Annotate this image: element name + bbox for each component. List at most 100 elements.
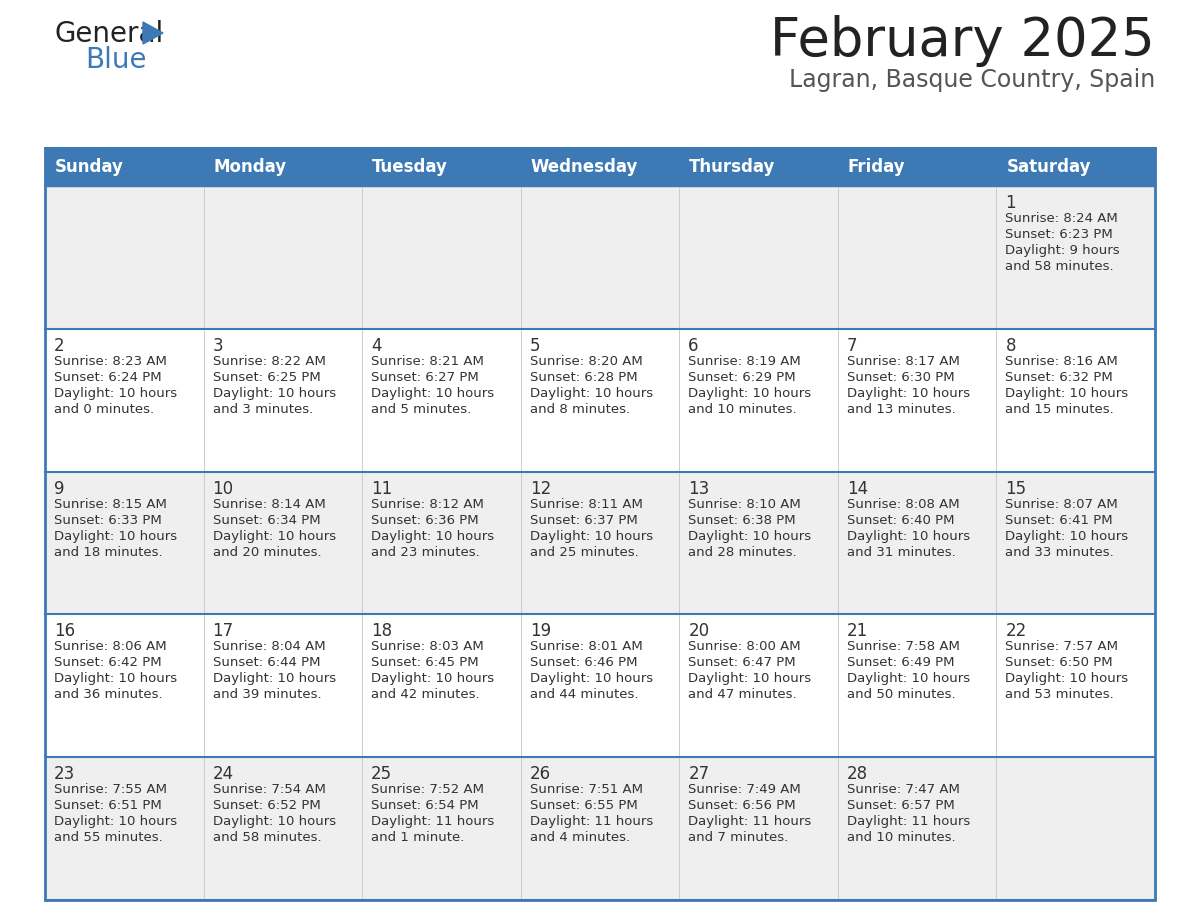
Text: 14: 14 [847,479,868,498]
Text: and 53 minutes.: and 53 minutes. [1005,688,1114,701]
Text: 22: 22 [1005,622,1026,641]
Text: Sunset: 6:54 PM: Sunset: 6:54 PM [371,800,479,812]
Text: 24: 24 [213,766,234,783]
Text: Sunrise: 7:55 AM: Sunrise: 7:55 AM [53,783,168,796]
Text: Daylight: 11 hours: Daylight: 11 hours [847,815,971,828]
Text: Sunrise: 8:00 AM: Sunrise: 8:00 AM [688,641,801,654]
Text: Daylight: 11 hours: Daylight: 11 hours [371,815,494,828]
Text: Daylight: 10 hours: Daylight: 10 hours [371,672,494,686]
Text: Sunrise: 8:04 AM: Sunrise: 8:04 AM [213,641,326,654]
Text: Sunset: 6:25 PM: Sunset: 6:25 PM [213,371,321,384]
Text: 8: 8 [1005,337,1016,354]
Text: and 25 minutes.: and 25 minutes. [530,545,638,558]
Text: Sunset: 6:38 PM: Sunset: 6:38 PM [688,513,796,527]
Text: Sunset: 6:55 PM: Sunset: 6:55 PM [530,800,638,812]
Text: Sunrise: 8:01 AM: Sunrise: 8:01 AM [530,641,643,654]
Text: Saturday: Saturday [1006,158,1091,176]
Text: 2: 2 [53,337,64,354]
Text: Sunset: 6:37 PM: Sunset: 6:37 PM [530,513,638,527]
Text: Daylight: 10 hours: Daylight: 10 hours [1005,386,1129,400]
Text: and 20 minutes.: and 20 minutes. [213,545,321,558]
Text: 1: 1 [1005,194,1016,212]
Bar [45,757,1155,900]
Text: Sunset: 6:23 PM: Sunset: 6:23 PM [1005,228,1113,241]
Text: Sunrise: 7:51 AM: Sunrise: 7:51 AM [530,783,643,796]
Text: and 42 minutes.: and 42 minutes. [371,688,480,701]
Text: and 5 minutes.: and 5 minutes. [371,403,472,416]
Text: 27: 27 [688,766,709,783]
Text: Monday: Monday [214,158,286,176]
Polygon shape [143,22,163,44]
Text: Daylight: 10 hours: Daylight: 10 hours [371,386,494,400]
Text: Sunrise: 7:58 AM: Sunrise: 7:58 AM [847,641,960,654]
Text: Sunrise: 8:20 AM: Sunrise: 8:20 AM [530,354,643,368]
Text: 28: 28 [847,766,868,783]
Text: Daylight: 10 hours: Daylight: 10 hours [213,530,336,543]
Text: and 0 minutes.: and 0 minutes. [53,403,154,416]
Text: Sunset: 6:41 PM: Sunset: 6:41 PM [1005,513,1113,527]
Text: Daylight: 10 hours: Daylight: 10 hours [530,530,653,543]
Text: Daylight: 10 hours: Daylight: 10 hours [847,386,969,400]
Text: and 28 minutes.: and 28 minutes. [688,545,797,558]
Text: Wednesday: Wednesday [531,158,638,176]
Text: Sunrise: 7:49 AM: Sunrise: 7:49 AM [688,783,801,796]
Text: Sunset: 6:42 PM: Sunset: 6:42 PM [53,656,162,669]
Text: Sunrise: 8:06 AM: Sunrise: 8:06 AM [53,641,166,654]
Text: Daylight: 11 hours: Daylight: 11 hours [688,815,811,828]
Text: Sunrise: 8:10 AM: Sunrise: 8:10 AM [688,498,801,510]
Text: and 39 minutes.: and 39 minutes. [213,688,321,701]
Text: 20: 20 [688,622,709,641]
Text: Daylight: 10 hours: Daylight: 10 hours [53,386,177,400]
Text: Daylight: 10 hours: Daylight: 10 hours [53,815,177,828]
Text: 25: 25 [371,766,392,783]
Text: 12: 12 [530,479,551,498]
Text: Friday: Friday [848,158,905,176]
Text: 4: 4 [371,337,381,354]
Text: Sunrise: 8:11 AM: Sunrise: 8:11 AM [530,498,643,510]
Text: Tuesday: Tuesday [372,158,448,176]
Text: 11: 11 [371,479,392,498]
Text: Sunrise: 8:21 AM: Sunrise: 8:21 AM [371,354,484,368]
Text: Daylight: 10 hours: Daylight: 10 hours [530,386,653,400]
Text: Sunset: 6:45 PM: Sunset: 6:45 PM [371,656,479,669]
Bar [45,614,1155,757]
Text: Thursday: Thursday [689,158,776,176]
Text: 19: 19 [530,622,551,641]
Text: Sunrise: 8:12 AM: Sunrise: 8:12 AM [371,498,484,510]
Text: Sunrise: 7:52 AM: Sunrise: 7:52 AM [371,783,485,796]
Text: Sunset: 6:32 PM: Sunset: 6:32 PM [1005,371,1113,384]
Bar [45,148,1155,900]
Text: Sunrise: 8:14 AM: Sunrise: 8:14 AM [213,498,326,510]
Text: Sunset: 6:34 PM: Sunset: 6:34 PM [213,513,321,527]
Text: Sunrise: 8:15 AM: Sunrise: 8:15 AM [53,498,166,510]
Text: Sunset: 6:49 PM: Sunset: 6:49 PM [847,656,954,669]
Text: Daylight: 10 hours: Daylight: 10 hours [688,530,811,543]
Text: and 18 minutes.: and 18 minutes. [53,545,163,558]
Bar [45,186,1155,329]
Text: and 7 minutes.: and 7 minutes. [688,831,789,845]
Bar [45,148,1155,186]
Text: and 4 minutes.: and 4 minutes. [530,831,630,845]
Text: and 23 minutes.: and 23 minutes. [371,545,480,558]
Text: 17: 17 [213,622,234,641]
Text: and 36 minutes.: and 36 minutes. [53,688,163,701]
Bar [45,329,1155,472]
Text: 7: 7 [847,337,858,354]
Text: Sunset: 6:44 PM: Sunset: 6:44 PM [213,656,320,669]
Text: Sunset: 6:33 PM: Sunset: 6:33 PM [53,513,162,527]
Text: 13: 13 [688,479,709,498]
Text: Sunday: Sunday [55,158,124,176]
Text: and 31 minutes.: and 31 minutes. [847,545,955,558]
Text: Daylight: 10 hours: Daylight: 10 hours [213,386,336,400]
Text: Daylight: 10 hours: Daylight: 10 hours [847,530,969,543]
Text: Daylight: 10 hours: Daylight: 10 hours [53,530,177,543]
Text: Daylight: 10 hours: Daylight: 10 hours [688,672,811,686]
Text: Sunrise: 8:16 AM: Sunrise: 8:16 AM [1005,354,1118,368]
Text: and 47 minutes.: and 47 minutes. [688,688,797,701]
Text: and 44 minutes.: and 44 minutes. [530,688,638,701]
Text: Blue: Blue [86,46,146,74]
Text: Daylight: 11 hours: Daylight: 11 hours [530,815,653,828]
Text: 10: 10 [213,479,234,498]
Text: and 10 minutes.: and 10 minutes. [847,831,955,845]
Text: Sunrise: 8:19 AM: Sunrise: 8:19 AM [688,354,801,368]
